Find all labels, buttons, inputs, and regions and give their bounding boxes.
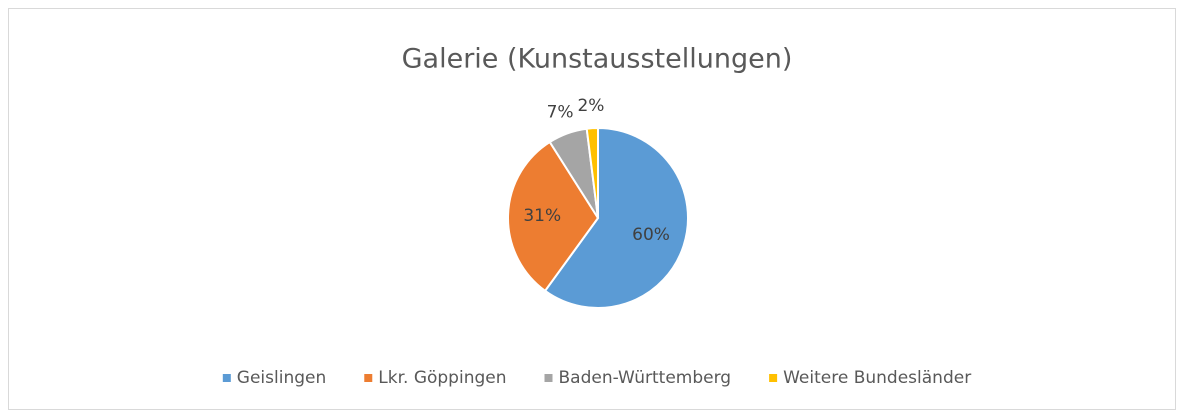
legend-label: Lkr. Göppingen: [378, 368, 506, 388]
legend-label: Weitere Bundesländer: [783, 368, 971, 388]
pie-slice: [585, 126, 599, 219]
legend-label: Baden-Württemberg: [559, 368, 732, 388]
legend-marker: [364, 374, 373, 382]
data-label: 7%: [547, 103, 574, 123]
chart-title: Galerie (Kunstausstellungen): [402, 44, 793, 75]
legend-marker: [769, 374, 778, 382]
pie-slice: [543, 126, 689, 309]
legend-marker: [544, 374, 553, 382]
data-label: 2%: [577, 96, 604, 116]
legend-marker: [222, 374, 231, 382]
data-label: 60%: [632, 225, 670, 245]
pie-slice: [507, 140, 600, 293]
legend-label: Geislingen: [237, 368, 326, 388]
data-label: 31%: [523, 206, 561, 226]
